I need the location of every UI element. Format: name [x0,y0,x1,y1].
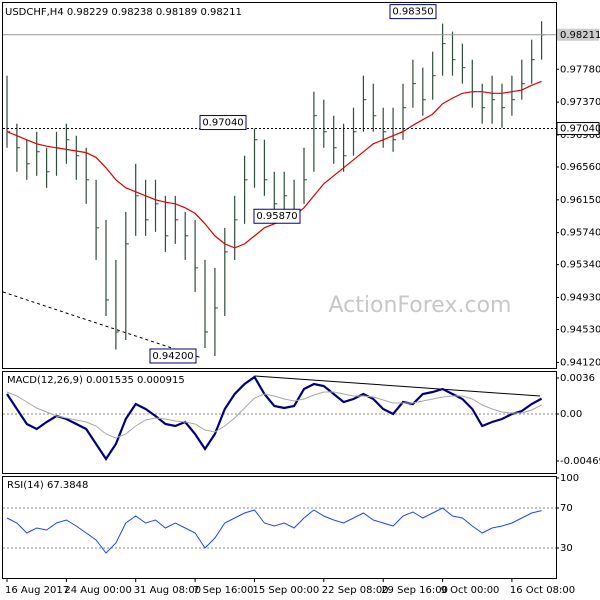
macd-title: MACD(12,26,9) 0.001535 0.000915 [7,375,185,386]
annotation-label: 0.95870 [256,211,297,222]
signal-line [6,391,542,439]
y-tick-label: 0.97370 [560,97,600,108]
price-panel [2,2,557,369]
annotation-label: 0.97040 [202,118,243,129]
rsi-line [6,507,542,554]
level-label-box [556,122,600,136]
y-tick-label: 0.94120 [560,357,600,368]
y-tick-label: 0.94530 [560,325,600,336]
y-tick-label: 0.96560 [560,162,600,173]
y-tick-label: 0.95740 [560,228,600,239]
rsi-title: RSI(14) 67.3848 [7,480,88,491]
moving-average [6,80,542,249]
x-tick-label: 22 Sep 08:00 [322,585,389,596]
macd-panel [2,371,557,474]
x-tick-label: 7 Sep 16:00 [193,585,253,596]
x-tick-label: 15 Sep 00:00 [253,585,320,596]
last-price-label: 0.98211 [560,30,600,41]
x-tick-label: 16 Oct 08:00 [510,585,575,596]
macd-trendline [254,375,541,397]
y-tick-label: 0.94930 [560,293,600,304]
x-tick-label: 16 Aug 2017 [5,585,69,596]
x-tick-label: 29 Sep 16:00 [381,585,448,596]
y-tick-label: 70 [560,503,573,514]
x-tick-label: 9 Oct 00:00 [441,585,500,596]
y-tick-label: 0.96150 [560,195,600,206]
y-tick-label: 0.96960 [560,130,600,141]
y-tick-label: 0.95340 [560,260,600,271]
x-tick-label: 24 Aug 00:00 [64,585,131,596]
annotation-box [149,348,197,364]
annotation-box [253,208,301,224]
level-label: 0.97040 [560,124,600,135]
annotation-label: 0.98350 [392,7,433,18]
rsi-panel [2,476,557,579]
chart-title: USDCHF,H4 0.98229 0.98238 0.98189 0.9821… [5,7,242,18]
y-tick-label: -0.004696 [560,456,600,467]
annotation-box [199,115,247,131]
annotation-box [389,4,437,20]
x-tick-label: 31 Aug 08:00 [134,585,201,596]
watermark: ActionForex.com [329,293,512,318]
y-tick-label: 0.0036 [560,373,595,384]
annotation-label: 0.94200 [152,351,193,362]
y-tick-label: 100 [560,473,579,484]
y-tick-label: 0.00 [560,409,582,420]
last-price-box [557,28,599,41]
support-line [2,291,203,359]
y-tick-label: 0.97780 [560,64,600,75]
y-tick-label: 30 [560,543,573,554]
macd-line [6,375,543,461]
